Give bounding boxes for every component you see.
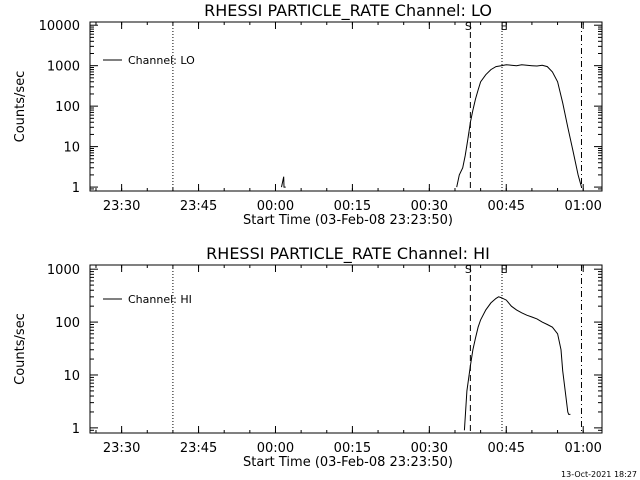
x-tick-label: 23:45 <box>180 199 217 214</box>
plot-frame <box>89 264 603 434</box>
x-tick-label: 00:00 <box>257 199 294 214</box>
chart-title: RHESSI PARTICLE_RATE Channel: LO <box>204 1 492 21</box>
x-tick-label: 01:00 <box>564 441 601 456</box>
y-axis-label: Counts/sec <box>13 71 28 143</box>
x-axis-label: Start Time (03-Feb-08 23:23:50) <box>243 455 453 470</box>
y-axis-label: Counts/sec <box>13 313 28 385</box>
series-line <box>463 296 571 431</box>
footer-timestamp: 13-Oct-2021 18:27 <box>561 470 637 479</box>
x-tick-label: 00:00 <box>257 441 294 456</box>
x-axis-label: Start Time (03-Feb-08 23:23:50) <box>243 213 453 228</box>
y-tick-label: 100 <box>55 316 80 331</box>
x-tick-label: 00:45 <box>488 199 525 214</box>
legend-entry: Channel: LO <box>128 54 195 67</box>
series-line <box>281 176 286 188</box>
x-tick-label: 01:00 <box>564 199 601 214</box>
y-tick-label: 10 <box>63 141 80 156</box>
series-line <box>456 64 582 188</box>
x-tick-label: 23:30 <box>103 441 140 456</box>
marker-label-s: S <box>465 20 472 33</box>
legend-entry: Channel: HI <box>128 293 192 306</box>
x-tick-label: 00:30 <box>411 441 448 456</box>
chart-title: RHESSI PARTICLE_RATE Channel: HI <box>206 244 490 264</box>
x-tick-label: 23:30 <box>103 199 140 214</box>
plot-frame <box>89 21 603 192</box>
marker-label-e: E <box>501 20 508 33</box>
x-tick-label: 23:45 <box>180 441 217 456</box>
x-tick-label: 00:15 <box>334 199 371 214</box>
x-tick-label: 00:45 <box>488 441 525 456</box>
marker-label-e: E <box>501 263 508 276</box>
y-tick-label: 10 <box>63 369 80 384</box>
marker-label-s: S <box>465 263 472 276</box>
x-tick-label: 00:15 <box>334 441 371 456</box>
y-tick-label: 1000 <box>47 263 80 278</box>
y-tick-label: 10000 <box>39 19 80 34</box>
y-tick-label: 1 <box>72 181 80 196</box>
chart-hi: RHESSI PARTICLE_RATE Channel: HI Start Ti… <box>13 244 603 470</box>
x-tick-label: 00:30 <box>411 199 448 214</box>
chart-lo: RHESSI PARTICLE_RATE Channel: LO Start Ti… <box>13 1 603 228</box>
y-tick-label: 100 <box>55 100 80 115</box>
y-tick-label: 1 <box>72 422 80 437</box>
y-tick-label: 1000 <box>47 60 80 75</box>
